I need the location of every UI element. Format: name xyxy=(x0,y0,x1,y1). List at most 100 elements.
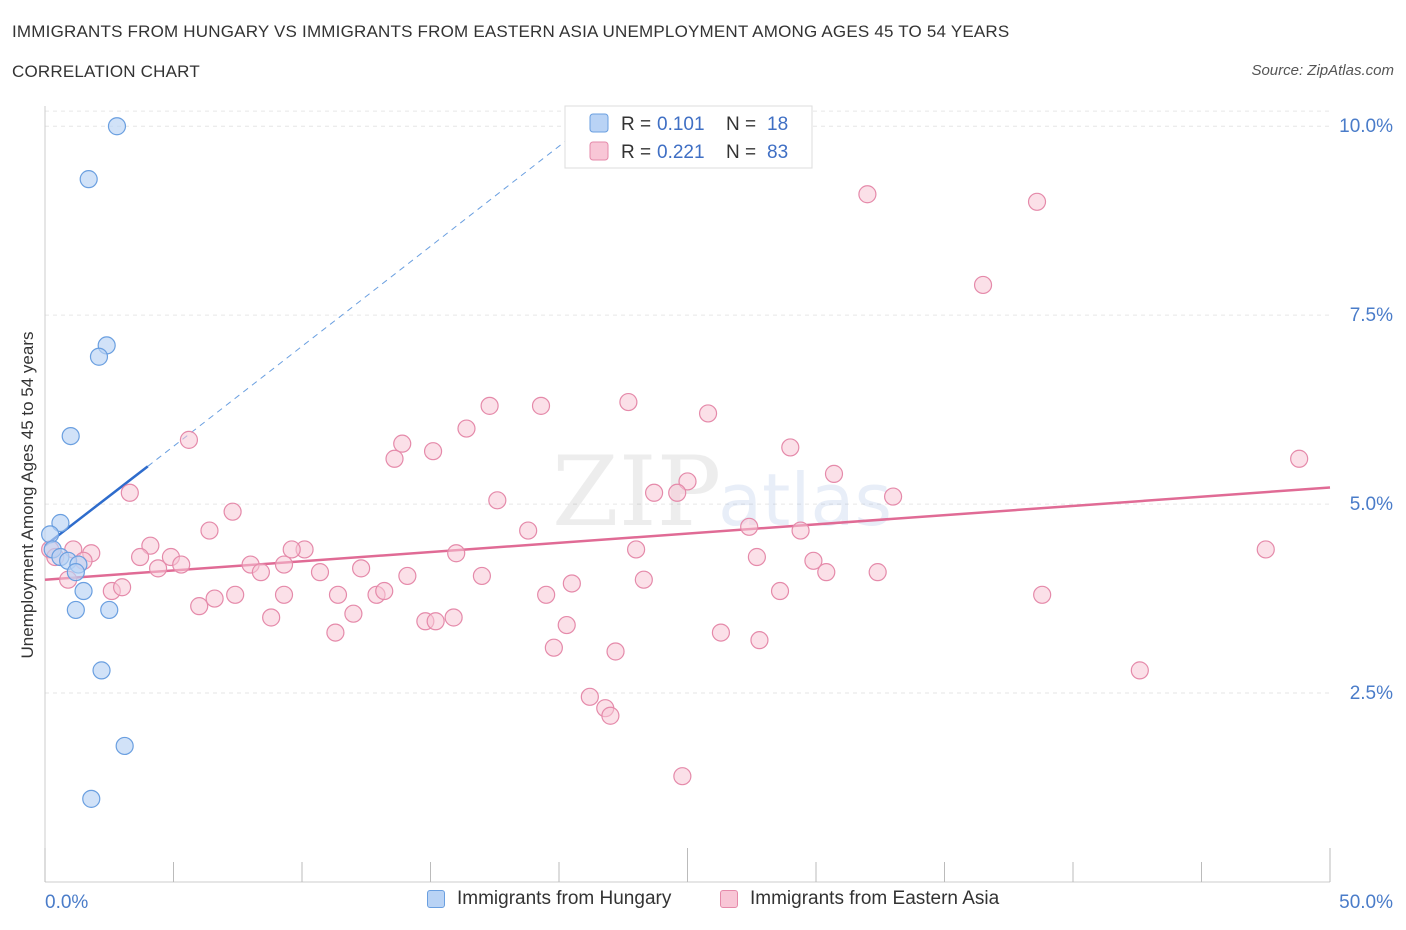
point-eastern-asia-66 xyxy=(262,608,281,627)
legend-top: R = 0.101 N = 18 R = 0.221 N = 83 xyxy=(564,105,813,169)
chart-title: IMMIGRANTS FROM HUNGARY VS IMMIGRANTS FR… xyxy=(12,22,1010,41)
point-hungary-1 xyxy=(79,170,98,189)
point-eastern-asia-23 xyxy=(200,521,219,540)
legend-item-eastern-asia: Immigrants from Eastern Asia xyxy=(720,888,999,910)
point-hungary-3 xyxy=(89,347,109,366)
point-hungary-14 xyxy=(100,600,119,620)
point-eastern-asia-44 xyxy=(398,566,417,586)
point-eastern-asia-41 xyxy=(251,563,270,582)
point-eastern-asia-12 xyxy=(1290,449,1309,468)
point-eastern-asia-68 xyxy=(426,612,445,631)
point-eastern-asia-59 xyxy=(537,585,556,604)
point-eastern-asia-65 xyxy=(344,604,363,623)
point-hungary-12 xyxy=(74,581,93,601)
legend-swatch-hungary xyxy=(589,113,609,133)
legend-label-hungary: Immigrants from Hungary xyxy=(457,888,672,909)
series-hungary-points xyxy=(41,117,134,808)
point-hungary-0 xyxy=(107,117,127,136)
y-tick-label-1: 5.0% xyxy=(1350,494,1393,515)
point-eastern-asia-73 xyxy=(750,631,769,650)
point-eastern-asia-1 xyxy=(1027,192,1047,211)
watermark: ZIP atlas xyxy=(552,436,892,548)
point-eastern-asia-8 xyxy=(179,430,199,449)
point-eastern-asia-28 xyxy=(141,536,160,555)
watermark-zip: ZIP xyxy=(552,436,721,548)
x-tick-label-max: 50.0% xyxy=(1339,892,1393,913)
point-eastern-asia-46 xyxy=(747,547,766,567)
point-eastern-asia-54 xyxy=(112,578,132,597)
y-axis-label: Unemployment Among Ages 45 to 54 years xyxy=(18,332,37,659)
point-eastern-asia-74 xyxy=(544,638,563,657)
point-hungary-13 xyxy=(66,600,85,620)
point-eastern-asia-62 xyxy=(226,585,245,604)
point-eastern-asia-36 xyxy=(274,555,294,574)
point-eastern-asia-11 xyxy=(385,449,404,468)
point-eastern-asia-20 xyxy=(883,487,903,506)
point-eastern-asia-61 xyxy=(1033,585,1052,604)
point-eastern-asia-17 xyxy=(644,483,664,502)
point-eastern-asia-48 xyxy=(817,563,836,582)
point-hungary-11 xyxy=(66,563,85,582)
point-eastern-asia-56 xyxy=(328,585,348,604)
point-eastern-asia-25 xyxy=(791,521,810,540)
point-eastern-asia-22 xyxy=(519,521,538,540)
point-eastern-asia-64 xyxy=(190,597,209,616)
trend-line-hungary xyxy=(44,465,149,547)
legend-r-value-hungary: 0.101 xyxy=(657,114,705,135)
point-eastern-asia-16 xyxy=(120,483,139,502)
y-tick-label-2: 7.5% xyxy=(1350,305,1393,326)
point-eastern-asia-4 xyxy=(480,396,499,415)
legend-n-label-eastern-asia: N = xyxy=(726,142,756,163)
series-eastern-asia-points xyxy=(41,185,1309,786)
point-eastern-asia-3 xyxy=(619,392,638,412)
point-eastern-asia-10 xyxy=(423,442,443,461)
source-note: Source: ZipAtlas.com xyxy=(1251,62,1394,79)
point-hungary-5 xyxy=(51,513,70,533)
point-eastern-asia-58 xyxy=(375,581,394,601)
point-hungary-4 xyxy=(61,426,80,446)
point-hungary-16 xyxy=(115,736,134,756)
point-eastern-asia-15 xyxy=(678,472,697,491)
point-eastern-asia-80 xyxy=(673,767,692,786)
point-eastern-asia-76 xyxy=(1130,661,1149,680)
point-eastern-asia-14 xyxy=(824,464,844,483)
point-eastern-asia-72 xyxy=(711,623,731,642)
point-eastern-asia-45 xyxy=(472,566,491,586)
legend-n-value-eastern-asia: 83 xyxy=(767,142,788,163)
point-hungary-15 xyxy=(92,661,111,680)
point-eastern-asia-33 xyxy=(130,547,150,567)
point-eastern-asia-21 xyxy=(223,502,242,521)
point-eastern-asia-77 xyxy=(580,687,599,706)
x-tick-labels: 0.0% 50.0% xyxy=(45,892,1393,913)
grid-lines xyxy=(45,110,1330,694)
point-hungary-6 xyxy=(41,525,60,544)
point-eastern-asia-39 xyxy=(148,559,168,578)
point-eastern-asia-47 xyxy=(804,551,823,570)
point-eastern-asia-55 xyxy=(274,585,294,604)
x-tick-label-min: 0.0% xyxy=(45,892,88,913)
point-eastern-asia-60 xyxy=(770,581,790,601)
point-eastern-asia-40 xyxy=(172,555,191,574)
legend-bottom: Immigrants from Hungary Immigrants from … xyxy=(0,888,1406,918)
legend-r-label-hungary: R = xyxy=(621,114,651,135)
point-eastern-asia-69 xyxy=(444,608,463,627)
point-eastern-asia-30 xyxy=(282,540,301,559)
legend-swatch-eastern-asia-bottom xyxy=(720,890,738,908)
legend-n-value-hungary: 18 xyxy=(767,114,788,135)
point-eastern-asia-32 xyxy=(1256,540,1275,559)
point-eastern-asia-75 xyxy=(606,642,625,661)
legend-n-label-hungary: N = xyxy=(726,114,756,135)
point-eastern-asia-31 xyxy=(626,540,646,559)
legend-r-value-eastern-asia: 0.221 xyxy=(657,142,705,163)
point-eastern-asia-52 xyxy=(562,574,581,593)
y-tick-labels: 2.5% 5.0% 7.5% 10.0% xyxy=(1339,116,1393,704)
point-eastern-asia-42 xyxy=(310,563,330,582)
point-eastern-asia-0 xyxy=(858,185,877,204)
y-tick-label-0: 2.5% xyxy=(1350,683,1393,704)
legend-r-label-eastern-asia: R = xyxy=(621,142,651,163)
point-eastern-asia-51 xyxy=(634,570,653,589)
point-eastern-asia-13 xyxy=(781,438,800,457)
point-eastern-asia-70 xyxy=(557,615,576,635)
point-eastern-asia-71 xyxy=(326,623,345,642)
trend-line-hungary-extension xyxy=(147,125,586,467)
